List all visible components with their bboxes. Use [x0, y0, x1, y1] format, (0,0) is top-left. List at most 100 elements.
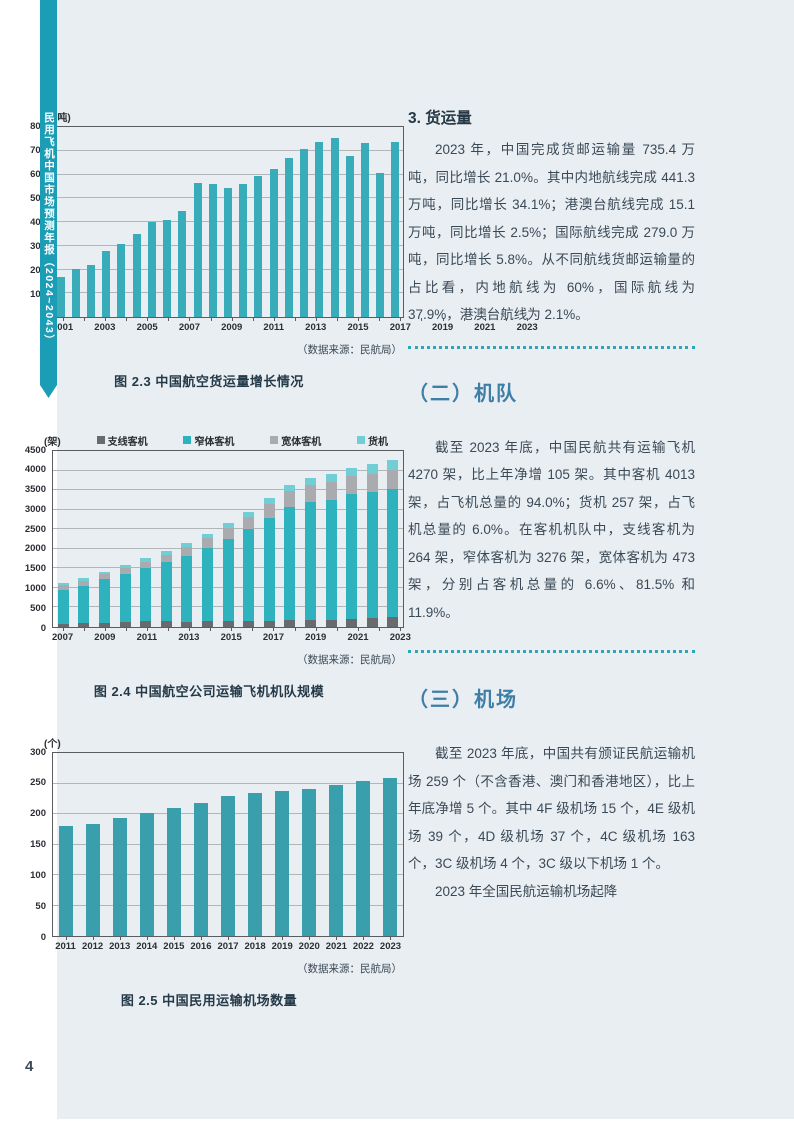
axis-tick — [309, 937, 311, 940]
bar-segment — [304, 484, 316, 503]
figure-caption: 图 2.3 中国航空货运量增长情况 — [114, 374, 304, 389]
bar-segment — [140, 558, 152, 563]
bar — [263, 498, 275, 627]
bar-segment — [222, 523, 234, 529]
axis-tick — [188, 628, 190, 631]
bar-segment — [57, 585, 69, 590]
plot-area — [52, 450, 404, 628]
gridline — [53, 173, 403, 175]
axis-tick — [400, 628, 402, 631]
section-heading: （三）机场 — [408, 689, 518, 711]
bar-segment — [119, 621, 131, 627]
y-axis-label: 200 — [30, 264, 46, 276]
bar-segment — [119, 568, 131, 574]
axis-tick — [363, 937, 365, 940]
axis-tick — [228, 937, 229, 940]
axis-tick — [315, 318, 317, 321]
bar-segment — [201, 538, 213, 548]
bar-slot — [115, 451, 136, 627]
bar-slot — [156, 451, 177, 627]
y-axis-label: 0 — [40, 622, 46, 634]
bar-segment — [346, 494, 358, 620]
section-fleet: （二）机队 截至 2023 年底，中国民航共有运输飞机 4270 架，比上年净增… — [408, 377, 695, 627]
bar — [376, 172, 385, 317]
axis-tick — [173, 937, 175, 940]
paragraph: 2023 年，中国完成货邮运输量 735.4 万吨，同比增长 21.0%。其中内… — [408, 142, 695, 322]
x-axis-label: 2022 — [495, 318, 516, 334]
bar-segment — [181, 555, 193, 622]
axis-tick — [400, 318, 402, 321]
y-axis-label: 150 — [30, 838, 46, 850]
legend-item: 货机 — [356, 433, 388, 448]
x-axis-label: 2020 — [326, 628, 347, 644]
figure-caption: 图 2.5 中国民用运输机场数量 — [120, 993, 298, 1008]
bar — [117, 244, 126, 317]
x-axis-label: 2013 — [305, 318, 326, 334]
bar — [178, 211, 187, 317]
page-number: 4 — [25, 1058, 34, 1075]
x-axis-label: 2019 — [432, 318, 453, 334]
bar-segment — [78, 581, 90, 586]
bar-segment — [98, 574, 110, 580]
x-axis-label: 2010 — [242, 318, 263, 334]
axis-tick — [62, 628, 64, 631]
x-axis-label: 2016 — [187, 937, 214, 953]
y-axis-unit-label: (架) — [44, 436, 61, 448]
bar-slot — [188, 753, 215, 936]
x-axis-label: 2001 — [52, 318, 73, 334]
bar — [247, 792, 262, 936]
bar-slot — [53, 451, 74, 627]
axis-tick — [336, 628, 338, 631]
bar-slot — [259, 451, 280, 627]
bar-segment — [78, 577, 90, 582]
charts-column: (万吨)010020030040050060070080020012002200… — [14, 0, 538, 1009]
bar-slot — [388, 127, 403, 317]
y-axis-label: 200 — [30, 807, 46, 819]
x-axis-label: 2008 — [200, 318, 221, 334]
x-axis-label: 2010 — [115, 628, 136, 644]
bar — [102, 251, 111, 317]
y-axis-label: 2500 — [24, 523, 46, 535]
figure-2-3: (万吨)010020030040050060070080020012002200… — [14, 106, 538, 390]
bar — [208, 184, 217, 317]
bar — [274, 790, 289, 936]
bar — [71, 269, 80, 317]
x-axis-label: 2014 — [133, 937, 160, 953]
bar-segment — [243, 621, 255, 627]
bar-slot — [175, 127, 190, 317]
fleet-size-chart: (架) 支线客机 窄体客机 宽体客机 货机 0 500 1000 1500 2000 2500 300… — [14, 430, 411, 644]
y-axis-label: 600 — [30, 168, 46, 180]
bar-segment — [243, 529, 255, 622]
legend-item: 窄体客机 — [183, 433, 234, 448]
bar — [239, 183, 248, 317]
axis-tick — [252, 318, 254, 321]
bar-slot — [322, 753, 349, 936]
bar — [346, 468, 358, 627]
bar — [345, 156, 354, 317]
plot-area — [52, 126, 404, 318]
bar-slot — [114, 127, 129, 317]
axis-tick — [210, 628, 212, 631]
bar — [181, 543, 193, 627]
y-axis: 0 500 1000 1500 2000 2500 3000 3500 4000 4500 — [14, 445, 52, 632]
x-axis-label: 2017 — [263, 628, 284, 644]
bar-slot — [357, 127, 372, 317]
airport-count-chart: (个) 0 50 100 150 200 250 300 2011 2012 2013 2014 201… — [14, 732, 404, 953]
y-axis-label: 50 — [35, 900, 46, 912]
axis-tick — [315, 628, 317, 631]
y-axis-label: 0 — [40, 931, 46, 943]
axis-tick — [379, 318, 381, 321]
x-axis-label: 2014 — [326, 318, 347, 334]
bar-slot — [161, 753, 188, 936]
x-axis-label: 2007 — [52, 628, 73, 644]
bar-segment — [181, 621, 193, 627]
bar-segment — [160, 620, 172, 627]
bar — [86, 824, 101, 936]
bar-slot — [383, 451, 404, 627]
axis-tick — [527, 318, 529, 321]
bar-slot — [107, 753, 134, 936]
y-axis-label: 500 — [30, 602, 46, 614]
axis-tick — [421, 318, 423, 321]
data-source-note: （数据来源：民航局） — [297, 963, 402, 975]
bar-slot — [362, 451, 383, 627]
